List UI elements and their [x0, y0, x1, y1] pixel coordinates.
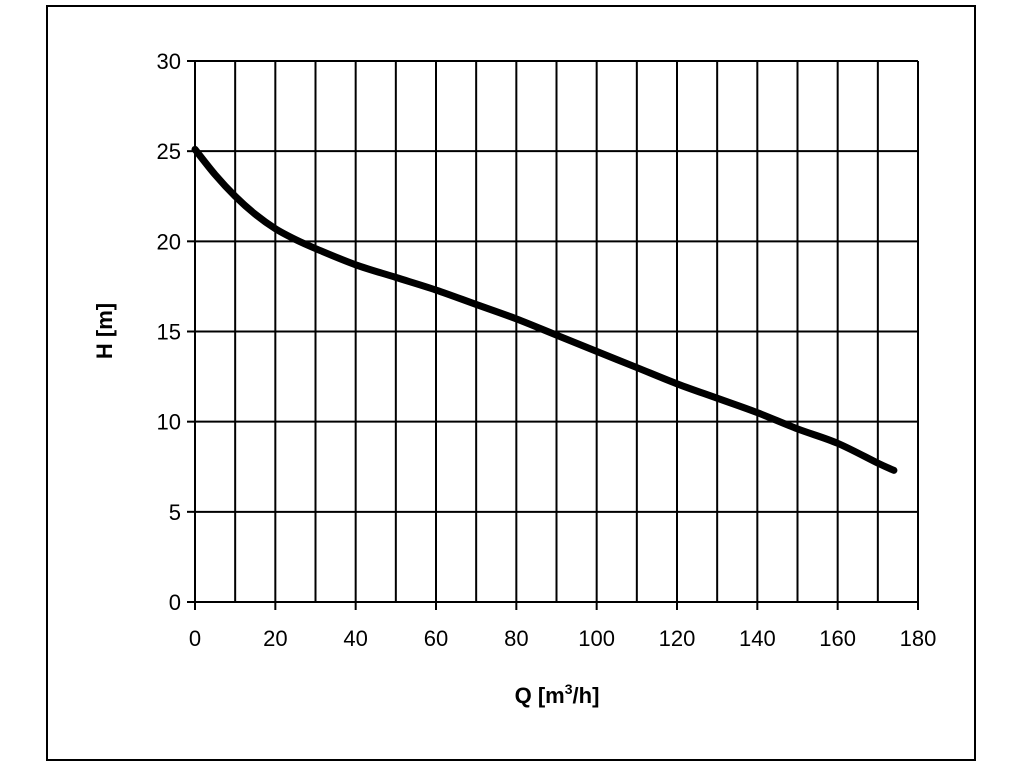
tick-labels: 0 5 10 15 20 25 30 0 20 40 60 80 100 120 140 160 180 [157, 49, 937, 651]
x-tick-label: 160 [819, 626, 856, 651]
y-tick-label: 15 [157, 320, 181, 345]
y-tick-label: 20 [157, 229, 181, 254]
y-tick-label: 30 [157, 49, 181, 74]
x-tick-label: 60 [424, 626, 448, 651]
x-tick-label: 0 [189, 626, 201, 651]
y-tick-label: 25 [157, 139, 181, 164]
chart-frame [46, 5, 976, 761]
y-tick-label: 5 [169, 500, 181, 525]
y-axis-title: H [m] [92, 303, 117, 359]
x-tick-label: 20 [263, 626, 287, 651]
grid [195, 60, 919, 602]
x-tick-label: 80 [504, 626, 528, 651]
x-axis-title: Q [m3/h] [515, 681, 600, 708]
series-line [191, 145, 898, 474]
y-tick-label: 10 [157, 410, 181, 435]
x-tick-label: 180 [900, 626, 937, 651]
x-tick-label: 120 [659, 626, 696, 651]
y-tick-label: 0 [169, 590, 181, 615]
x-tick-label: 100 [578, 626, 615, 651]
x-tick-label: 40 [343, 626, 367, 651]
x-tick-label: 140 [739, 626, 776, 651]
